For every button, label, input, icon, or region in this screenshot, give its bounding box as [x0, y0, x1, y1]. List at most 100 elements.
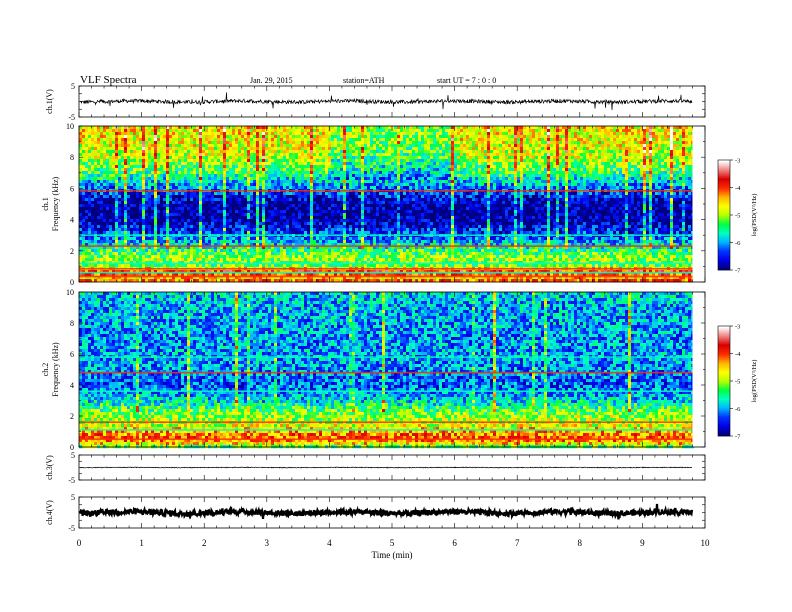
spectrogram-cell	[196, 231, 200, 235]
spectrogram-cell	[205, 147, 209, 151]
spectrogram-cell	[148, 279, 152, 283]
spectrogram-cell	[304, 228, 308, 232]
spectrogram-cell	[169, 216, 173, 220]
spectrogram-cell	[313, 276, 317, 280]
spectrogram-cell	[139, 231, 143, 235]
spectrogram-cell	[337, 264, 341, 268]
spectrogram-cell	[283, 171, 287, 175]
spectrogram-cell	[283, 144, 287, 148]
spectrogram-cell	[301, 273, 305, 277]
spectrogram-cell	[208, 126, 212, 130]
spectrogram-cell	[334, 183, 338, 187]
spectrogram-cell	[307, 138, 311, 142]
spectrogram-cell	[241, 243, 245, 247]
spectrogram-cell	[118, 258, 122, 262]
spectrogram-cell	[331, 186, 335, 190]
spectrogram-cell	[295, 147, 299, 151]
spectrogram-cell	[214, 204, 218, 208]
spectrogram-cell	[247, 147, 251, 151]
spectrogram-cell	[193, 144, 197, 148]
spectrogram-cell	[277, 153, 281, 157]
spectrogram-cell	[88, 225, 92, 229]
spectrogram-cell	[325, 240, 329, 244]
spectrogram-cell	[307, 183, 311, 187]
panel-1-ytick-label: -5	[68, 113, 75, 122]
spectrogram-cell	[226, 249, 230, 253]
spectrogram-cell	[85, 144, 89, 148]
spectrogram-cell	[286, 252, 290, 256]
spectrogram-cell	[331, 225, 335, 229]
spectrogram-cell	[268, 273, 272, 277]
spectrogram-cell	[268, 180, 272, 184]
spectrogram-cell	[166, 150, 170, 154]
spectrogram-cell	[349, 150, 353, 154]
spectrogram-cell	[187, 243, 191, 247]
spectrogram-cell	[343, 186, 347, 190]
spectrogram-cell	[313, 273, 317, 277]
spectrogram-cell	[103, 246, 107, 250]
spectrogram-cell	[319, 255, 323, 259]
spectrogram-cell	[241, 147, 245, 151]
spectrogram-cell	[217, 132, 221, 136]
spectrogram-cell	[187, 246, 191, 250]
spectrogram-cell	[121, 180, 125, 184]
spectrogram-cell	[202, 144, 206, 148]
spectrogram-cell	[163, 132, 167, 136]
spectrogram-cell	[277, 216, 281, 220]
spectrogram-cell	[358, 150, 362, 154]
spectrogram-cell	[184, 249, 188, 253]
spectrogram-cell	[232, 249, 236, 253]
spectrogram-cell	[136, 198, 140, 202]
spectrogram-cell	[103, 153, 107, 157]
spectrogram-cell	[211, 231, 215, 235]
spectrogram-cell	[271, 258, 275, 262]
spectrogram-cell	[175, 201, 179, 205]
spectrogram-cell	[265, 198, 269, 202]
spectrogram-cell	[136, 276, 140, 280]
spectrogram-cell	[142, 228, 146, 232]
spectrogram-cell	[127, 270, 131, 274]
spectrogram-cell	[223, 255, 227, 259]
spectrogram-cell	[139, 246, 143, 250]
spectrogram-cell	[130, 210, 134, 214]
spectrogram-cell	[211, 240, 215, 244]
spectrogram-cell	[124, 192, 128, 196]
spectrogram-cell	[229, 192, 233, 196]
spectrogram-cell	[157, 165, 161, 169]
spectrogram-cell	[271, 132, 275, 136]
spectrogram-cell	[238, 192, 242, 196]
spectrogram-cell	[145, 243, 149, 247]
spectrogram-cell	[106, 159, 110, 163]
spectrogram-cell	[268, 243, 272, 247]
spectrogram-cell	[202, 156, 206, 160]
spectrogram-cell	[163, 159, 167, 163]
spectrogram-cell	[169, 273, 173, 277]
spectrogram-cell	[115, 147, 119, 151]
spectrogram-cell	[253, 135, 257, 139]
spectrogram-cell	[346, 192, 350, 196]
spectrogram-cell	[97, 183, 101, 187]
spectrogram-cell	[97, 237, 101, 241]
spectrogram-cell	[103, 204, 107, 208]
spectrogram-cell	[169, 225, 173, 229]
spectrogram-cell	[268, 270, 272, 274]
spectrogram-cell	[124, 147, 128, 151]
spectrogram-cell	[235, 258, 239, 262]
spectrogram-cell	[331, 165, 335, 169]
spectrogram-cell	[151, 249, 155, 253]
spectrogram-cell	[169, 168, 173, 172]
spectrogram-cell	[286, 153, 290, 157]
spectrogram-cell	[274, 171, 278, 175]
spectrogram-cell	[355, 183, 359, 187]
spectrogram-cell	[319, 246, 323, 250]
spectrogram-cell	[328, 273, 332, 277]
spectrogram-cell	[313, 213, 317, 217]
spectrogram-cell	[190, 252, 194, 256]
spectrogram-cell	[115, 129, 119, 133]
spectrogram-cell	[346, 177, 350, 181]
spectrogram-cell	[97, 252, 101, 256]
spectrogram-cell	[247, 279, 251, 283]
spectrogram-cell	[268, 198, 272, 202]
spectrogram-cell	[178, 141, 182, 145]
spectrogram-cell	[346, 237, 350, 241]
